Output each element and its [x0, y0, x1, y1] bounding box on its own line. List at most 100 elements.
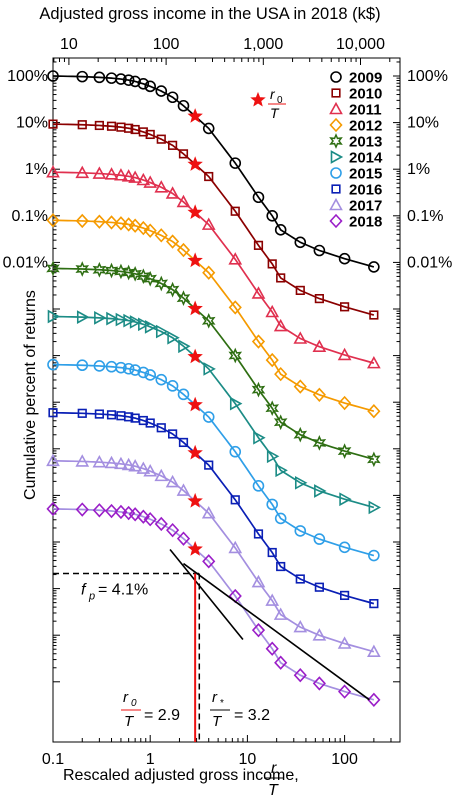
series-point-2016 — [314, 582, 324, 592]
series-point-2013 — [273, 414, 288, 431]
series-point-2010 — [77, 120, 87, 130]
series-point-2013 — [75, 261, 90, 277]
series-point-2014 — [167, 330, 180, 345]
series-point-2009 — [144, 80, 156, 93]
y-tick-label-left: 10% — [16, 115, 48, 132]
series-point-2012 — [367, 404, 381, 419]
legend-marker-2016 — [331, 184, 341, 194]
legend-label-2013: 2013 — [349, 134, 382, 151]
series-point-2016 — [167, 429, 178, 439]
legend-star-denominator: T — [270, 105, 280, 121]
series-point-2017 — [312, 628, 327, 641]
series-point-2009 — [313, 244, 326, 257]
series-point-2017 — [128, 459, 142, 472]
y-tick-label-left: 0.01% — [3, 254, 48, 271]
series-point-2017 — [265, 593, 280, 606]
series-point-2010 — [156, 134, 166, 144]
series-point-2014 — [339, 492, 352, 507]
series-point-2009 — [294, 236, 307, 249]
series-point-2014 — [203, 362, 216, 376]
series-point-2014 — [314, 484, 327, 498]
series-point-2011 — [312, 339, 327, 353]
series-point-2010 — [276, 273, 286, 283]
series-point-2013 — [128, 265, 142, 282]
series-point-2017 — [143, 463, 158, 477]
fp-label-symbol: f — [81, 582, 87, 599]
plot-frame — [52, 57, 401, 743]
series-point-2010 — [339, 302, 350, 312]
pareto-fit-line — [183, 562, 370, 701]
series-point-2014 — [47, 309, 61, 324]
series-point-2016 — [77, 408, 87, 418]
y-tick-label-right: 0.01% — [407, 254, 452, 271]
top-tick-label: 10,000 — [336, 36, 385, 53]
legend: 2009201020112012201320142015201620172018… — [250, 70, 383, 231]
series-point-2012 — [92, 214, 106, 229]
series-point-2010 — [106, 121, 117, 131]
series-point-2014 — [266, 449, 280, 464]
x-tick-label: 100 — [331, 751, 358, 768]
series-point-2009 — [229, 157, 242, 169]
series-point-2016 — [94, 409, 104, 419]
r0-star-2016 — [187, 444, 203, 460]
series-point-2015 — [177, 388, 190, 401]
series-point-2009 — [47, 70, 59, 82]
series-point-2012 — [154, 228, 168, 243]
series-point-2013 — [165, 281, 180, 298]
series-point-2018 — [128, 507, 142, 522]
series-point-2009 — [202, 122, 215, 135]
series-point-2010 — [267, 259, 277, 269]
series-point-2012 — [176, 242, 191, 258]
series-point-2012 — [136, 220, 150, 236]
series-point-2010 — [94, 120, 104, 131]
series-point-2012 — [251, 334, 266, 349]
y-tick-label-left: 100% — [7, 68, 48, 85]
series-point-2015 — [266, 498, 279, 511]
series-point-2017 — [154, 468, 169, 482]
r0-label-denominator: T — [124, 713, 135, 730]
series-point-2012 — [202, 265, 216, 280]
series-point-2014 — [178, 339, 191, 354]
series-point-2013 — [251, 381, 266, 398]
series-point-2013 — [293, 426, 308, 443]
series-point-2017 — [104, 455, 119, 469]
series-point-2011 — [265, 304, 280, 318]
legend-marker-2014 — [330, 150, 344, 164]
y-tick-label-left: 0.1% — [12, 208, 48, 225]
series-point-2010 — [124, 123, 134, 133]
rstar-label-denominator: T — [212, 713, 223, 730]
series-point-2014 — [129, 315, 143, 329]
series-point-2011 — [337, 347, 352, 361]
legend-star-numerator-subscript: 0 — [277, 95, 283, 106]
series-point-2018 — [202, 554, 216, 569]
r0-star-2009 — [187, 108, 203, 123]
series-point-2013 — [154, 275, 169, 292]
series-point-2010 — [314, 294, 324, 304]
series-point-2017 — [92, 455, 107, 468]
series-point-2011 — [114, 168, 128, 181]
series-point-2015 — [93, 360, 106, 372]
series-point-2011 — [136, 172, 151, 186]
series-point-2012 — [338, 395, 352, 411]
series-point-2015 — [274, 512, 287, 525]
r0-star-2013 — [187, 300, 203, 316]
series-point-2012 — [143, 223, 157, 238]
series-point-2013 — [92, 261, 107, 278]
series-point-2017 — [337, 636, 352, 649]
rstar-over-T-label: r * T = 3.2 — [210, 689, 270, 730]
series-point-2011 — [154, 180, 169, 193]
series-point-2014 — [253, 430, 266, 445]
legend-label-2010: 2010 — [349, 86, 382, 103]
series-point-2016 — [124, 412, 134, 422]
series-point-2012 — [312, 387, 326, 402]
series-point-2017 — [201, 506, 216, 519]
x-axis-title-text: Rescaled adjusted gross income, — [63, 767, 299, 784]
r0-star-2018 — [187, 541, 203, 556]
series-line-2012 — [52, 219, 375, 413]
y-tick-label-right: 10% — [407, 115, 439, 132]
top-axis-title: Adjusted gross income in the USA in 2018… — [39, 5, 380, 23]
series-point-2016 — [230, 495, 240, 505]
r0-star-2014 — [187, 348, 203, 364]
series-point-2009 — [177, 99, 190, 112]
series-point-2014 — [294, 475, 308, 490]
